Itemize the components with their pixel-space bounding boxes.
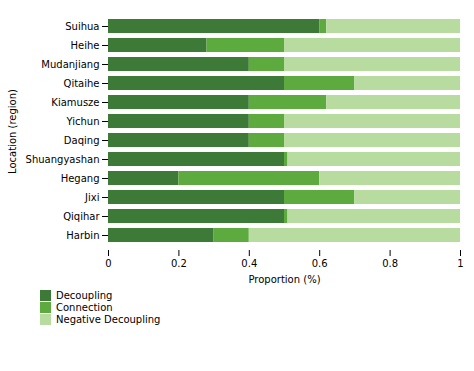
svg-text:0: 0 xyxy=(105,258,111,269)
svg-text:Kiamusze: Kiamusze xyxy=(51,97,99,108)
svg-text:Shuangyashan: Shuangyashan xyxy=(26,154,100,165)
svg-text:Daqing: Daqing xyxy=(64,135,100,146)
svg-text:Qitaihe: Qitaihe xyxy=(64,78,100,89)
svg-text:1: 1 xyxy=(457,258,463,269)
svg-text:Qiqihar: Qiqihar xyxy=(63,211,100,222)
html-text:Connection: Connection xyxy=(56,302,113,313)
svg-text:Harbin: Harbin xyxy=(66,230,99,241)
svg-text:Mudanjiang: Mudanjiang xyxy=(41,59,99,70)
svg-text:Yichun: Yichun xyxy=(65,116,99,127)
html-text:Negative Decoupling: Negative Decoupling xyxy=(56,314,161,325)
svg-text:0.8: 0.8 xyxy=(382,258,398,269)
svg-text:Hegang: Hegang xyxy=(61,173,100,184)
svg-text:0.2: 0.2 xyxy=(171,258,187,269)
html-text:Decoupling: Decoupling xyxy=(56,290,113,301)
svg-text:Proportion (%): Proportion (%) xyxy=(248,274,320,285)
svg-text:Heihe: Heihe xyxy=(71,40,100,51)
svg-text:0.6: 0.6 xyxy=(312,258,328,269)
svg-text:Suihua: Suihua xyxy=(65,21,99,32)
svg-text:Jixi: Jixi xyxy=(84,192,99,203)
svg-text:0.4: 0.4 xyxy=(241,258,257,269)
svg-text:Location (region): Location (region) xyxy=(7,89,18,174)
